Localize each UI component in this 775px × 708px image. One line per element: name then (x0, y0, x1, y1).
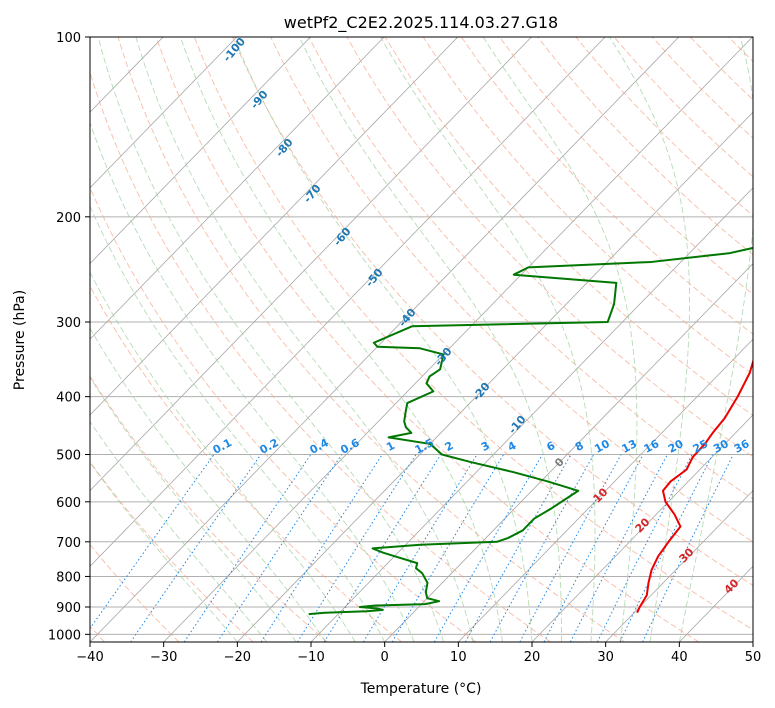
y-tick-label: 100 (56, 31, 81, 46)
x-tick-label: 40 (671, 650, 688, 665)
mixing-ratio-label: 20 (666, 437, 686, 456)
dry-adiabat-line (193, 37, 753, 631)
y-tick-label: 400 (56, 391, 81, 406)
profile-curves (308, 246, 753, 616)
isotherm-line (605, 490, 753, 642)
mixing-ratio-line (433, 454, 543, 642)
mixing-ratio-label: 10 (592, 437, 612, 456)
moist-adiabat-line (90, 121, 415, 642)
dry-adiabat-line (90, 543, 180, 642)
dewpoint-profile-line (308, 246, 753, 616)
moist-adiabat-line (380, 37, 596, 642)
mixing-ratio-label: 16 (642, 437, 662, 456)
mixing-ratio-label: 25 (691, 437, 711, 456)
moist-adiabat-line (90, 327, 327, 642)
x-tick-label: 0 (381, 650, 389, 665)
isotherm-line (90, 37, 311, 265)
moist-adiabat-line (482, 37, 638, 642)
x-tick-label: 10 (450, 650, 467, 665)
moist-adiabat-line (90, 420, 268, 642)
x-tick-label: 20 (524, 650, 541, 665)
dry-adiabat-line (90, 186, 477, 642)
moist-adiabat-line (298, 37, 562, 642)
mixing-ratio-line (642, 454, 734, 642)
moist-adiabat-line (135, 37, 474, 642)
y-tick-label: 200 (56, 211, 81, 226)
mixing-ratio-line (519, 454, 622, 642)
dry-adiabat-line (767, 37, 775, 642)
mixing-ratio-line (391, 454, 505, 642)
mixing-ratio-line (130, 454, 262, 642)
mixing-ratio-label: 13 (620, 437, 640, 456)
dry-adiabat-line (90, 285, 403, 642)
y-tick-label: 700 (56, 536, 81, 551)
isotherm-line (237, 111, 753, 642)
isotherm-line (752, 641, 753, 642)
y-tick-label: 300 (56, 316, 81, 331)
dry-adiabat-line (346, 37, 753, 458)
y-tick-label: 500 (56, 449, 81, 464)
y-tick-label: 1000 (48, 628, 81, 643)
isotherm-line (310, 187, 753, 642)
mixing-ratio-label: 36 (732, 437, 752, 456)
moist-adiabat-line (609, 37, 690, 642)
axes: −40 −30 −20 −10 0 10 20 30 40 50 100 200 300 400 500 60… (48, 31, 761, 665)
mixing-ratio-label: 30 (711, 437, 731, 456)
moist-adiabat-line (90, 461, 238, 642)
mixing-ratio-line (216, 454, 343, 642)
x-tick-label: −30 (150, 650, 177, 665)
dry-adiabat-line (499, 37, 753, 295)
isotherm-line (90, 37, 532, 492)
plot-frame (89, 36, 754, 643)
isotherm-line (90, 37, 680, 642)
x-tick-label: 30 (597, 650, 614, 665)
moist-adiabat-line (90, 271, 356, 642)
moist-adiabat-line (90, 204, 386, 642)
mixing-ratio-line (260, 454, 383, 642)
isotherm-line (90, 37, 606, 567)
temperature-profile-line (636, 358, 753, 614)
mixing-ratio-line (90, 454, 215, 630)
isotherm-line (90, 37, 459, 416)
y-tick-label: 900 (56, 601, 81, 616)
dry-adiabat-line (90, 375, 328, 642)
y-axis-label: Pressure (hPa) (12, 290, 28, 390)
x-axis-label: Temperature (°C) (360, 681, 482, 697)
background-lines (90, 37, 775, 642)
moist-adiabat-line (233, 37, 533, 642)
dry-adiabat-line (90, 71, 551, 642)
dry-adiabat-line (422, 37, 753, 376)
mixing-ratio-line (183, 454, 312, 642)
x-tick-label: −40 (76, 650, 103, 665)
moist-adiabat-line (179, 37, 503, 642)
dry-adiabat-line (270, 37, 753, 543)
y-tick-label: 800 (56, 570, 81, 585)
y-tick-label: 600 (56, 496, 81, 511)
mixing-ratio-line (464, 454, 572, 642)
plot-area (90, 37, 753, 642)
moist-adiabat-line (90, 376, 297, 642)
isotherm-line (163, 37, 753, 642)
dry-adiabat-line (155, 37, 700, 642)
dry-adiabat-line (117, 37, 625, 642)
x-tick-label: −20 (224, 650, 251, 665)
dry-adiabat-line (232, 37, 753, 586)
moist-adiabat-line (678, 37, 753, 642)
x-tick-label: 50 (745, 650, 762, 665)
x-tick-label: −10 (297, 650, 324, 665)
chart-title: wetPf2_C2E2.2025.114.03.27.G18 (284, 13, 558, 33)
isotherm-line (531, 414, 753, 642)
isotherm-line (90, 37, 385, 340)
isotherm-line (90, 37, 238, 189)
isotherm-line (384, 262, 753, 642)
mixing-ratio-line (543, 454, 644, 642)
